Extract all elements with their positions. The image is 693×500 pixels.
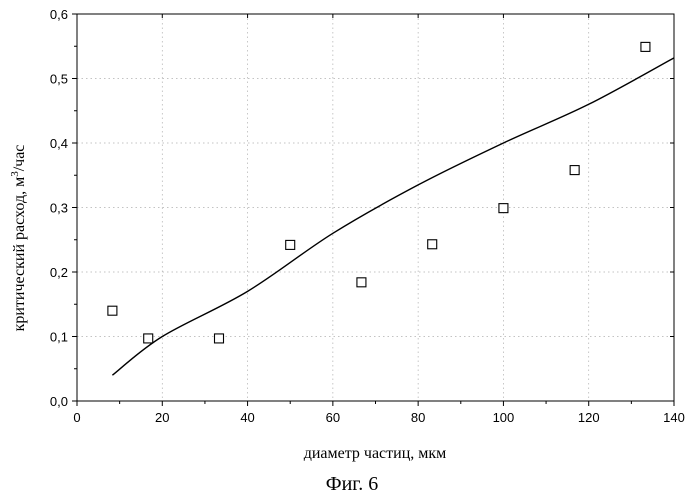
data-point xyxy=(428,240,437,249)
x-axis-label: диаметр частиц, мкм xyxy=(304,445,447,462)
y-tick-label: 0,0 xyxy=(50,394,68,409)
y-axis-label-main: критический расход, м xyxy=(11,177,28,332)
y-tick-label: 0,6 xyxy=(50,7,68,22)
data-point xyxy=(570,166,579,175)
y-tick-label: 0,2 xyxy=(50,265,68,280)
data-point xyxy=(641,42,650,51)
ticks: 0 20 40 60 80 100 120 140 0,0 0,1 0,2 0,3 0,4 0,5 0,6 xyxy=(50,7,685,425)
y-tick-label: 0,1 xyxy=(50,330,68,345)
x-tick-label: 20 xyxy=(155,410,169,425)
data-points xyxy=(108,42,650,343)
y-tick-label: 0,3 xyxy=(50,201,68,216)
x-tick-label: 40 xyxy=(240,410,254,425)
x-tick-label: 120 xyxy=(578,410,600,425)
data-point xyxy=(357,278,366,287)
data-point xyxy=(144,334,153,343)
y-tick-label: 0,5 xyxy=(50,72,68,87)
data-point xyxy=(215,334,224,343)
fit-curve-line xyxy=(112,58,674,375)
x-tick-label: 100 xyxy=(493,410,515,425)
data-point xyxy=(286,240,295,249)
data-point xyxy=(108,306,117,315)
y-axis-label-tail: /час xyxy=(11,145,28,172)
fit-curve xyxy=(112,58,674,375)
x-tick-label: 80 xyxy=(411,410,425,425)
data-point xyxy=(499,204,508,213)
x-tick-label: 0 xyxy=(73,410,80,425)
x-tick-label: 60 xyxy=(326,410,340,425)
y-tick-label: 0,4 xyxy=(50,136,68,151)
y-axis-label: критический расход, м3/час xyxy=(9,145,28,332)
figure-caption: Фиг. 6 xyxy=(326,473,378,495)
x-tick-label: 140 xyxy=(663,410,685,425)
